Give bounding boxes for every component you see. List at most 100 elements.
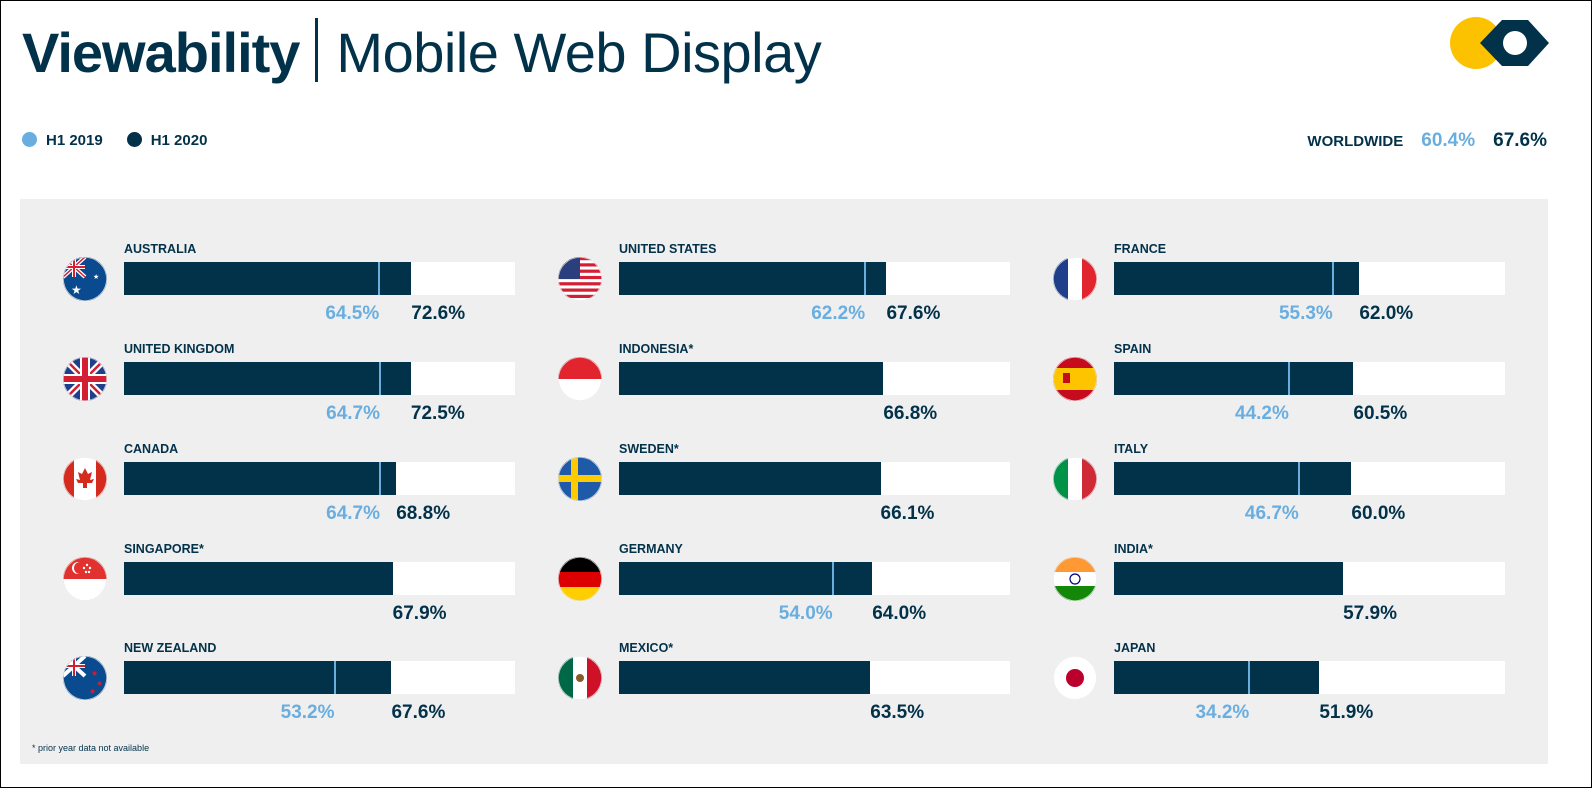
bar-track <box>619 661 1010 694</box>
marker-h1-2019 <box>379 362 381 395</box>
country-name: ITALY <box>1114 442 1149 456</box>
value-h1-2019: 53.2% <box>280 702 335 723</box>
bar-track <box>124 362 515 395</box>
bar-h1-2020 <box>1114 562 1344 595</box>
value-h1-2019: 62.2% <box>811 303 866 324</box>
legend: H1 2019 H1 2020 <box>22 132 207 149</box>
bar-h1-2020 <box>1114 262 1360 295</box>
value-h1-2020: 72.6% <box>411 303 466 324</box>
bar-track <box>1114 362 1505 395</box>
bar-h1-2020 <box>124 661 392 694</box>
country-name: UNITED STATES <box>619 242 717 256</box>
bar-track <box>124 262 515 295</box>
country-name: SINGAPORE* <box>124 542 204 556</box>
legend-label: H1 2020 <box>150 132 208 149</box>
bar-h1-2020 <box>619 562 873 595</box>
worldwide-summary: WORLDWIDE 60.4% 67.6% <box>1307 130 1547 152</box>
country-name: NEW ZEALAND <box>124 641 217 655</box>
value-h1-2020: 66.1% <box>880 503 935 524</box>
value-h1-2020: 51.9% <box>1319 702 1374 723</box>
country-name: INDONESIA* <box>619 342 694 356</box>
flag-jp-icon <box>1053 656 1097 700</box>
bar-h1-2020 <box>124 262 412 295</box>
country-name: GERMANY <box>619 542 683 556</box>
value-h1-2020: 57.9% <box>1343 603 1397 624</box>
country-name: INDIA* <box>1114 542 1153 556</box>
bar-h1-2020 <box>1114 462 1352 495</box>
bar-track <box>1114 262 1505 295</box>
worldwide-2020-value: 67.6% <box>1493 130 1547 151</box>
bar-track <box>1114 562 1505 595</box>
svg-text:★: ★ <box>93 273 99 281</box>
bar-h1-2020 <box>124 462 397 495</box>
country-name: AUSTRALIA <box>124 242 197 256</box>
title-bold: Viewability <box>22 21 300 84</box>
flag-ca-icon <box>63 457 107 501</box>
flag-de-icon <box>558 557 602 601</box>
marker-h1-2019 <box>864 262 867 295</box>
marker-h1-2019 <box>378 262 381 295</box>
value-h1-2020: 67.6% <box>391 702 446 723</box>
country-name: MEXICO* <box>619 641 674 655</box>
marker-h1-2019 <box>333 661 336 694</box>
legend-label: H1 2019 <box>46 132 103 149</box>
bar-h1-2020 <box>1114 362 1354 395</box>
svg-text:★: ★ <box>89 687 96 696</box>
value-h1-2020: 68.8% <box>396 503 451 524</box>
country-name: CANADA <box>124 442 179 456</box>
svg-text:★: ★ <box>91 669 98 678</box>
marker-h1-2019 <box>379 462 381 495</box>
marker-h1-2019 <box>831 562 834 595</box>
country-name: FRANCE <box>1114 242 1167 256</box>
flag-mx-icon <box>558 656 602 700</box>
value-h1-2019: 44.2% <box>1235 403 1289 424</box>
flag-au-icon: ★★ <box>63 257 107 301</box>
value-h1-2019: 55.3% <box>1278 303 1333 324</box>
flag-it-icon <box>1053 457 1097 501</box>
bar-track <box>124 562 515 595</box>
flag-id-icon <box>558 357 602 401</box>
bar-h1-2020 <box>619 661 871 694</box>
value-h1-2020: 60.0% <box>1351 503 1406 524</box>
flag-in-icon <box>1053 557 1097 601</box>
worldwide-label: WORLDWIDE <box>1307 133 1404 150</box>
flag-us-icon <box>558 257 602 301</box>
bar-h1-2020 <box>619 262 887 295</box>
bar-h1-2020 <box>124 362 411 395</box>
legend-item-2020: H1 2020 <box>126 132 208 149</box>
legend-dot-icon <box>22 132 37 147</box>
title-subtitle: Mobile Web Display <box>336 21 822 84</box>
title-divider <box>315 18 319 82</box>
country-name: UNITED KINGDOM <box>124 342 235 356</box>
value-h1-2020: 60.5% <box>1353 403 1408 424</box>
bar-track <box>619 462 1010 495</box>
value-h1-2020: 63.5% <box>870 702 925 723</box>
flag-gb-icon <box>63 357 107 401</box>
bar-track <box>1114 661 1505 694</box>
country-name: SPAIN <box>1114 342 1152 356</box>
value-h1-2020: 64.0% <box>872 603 927 624</box>
flag-fr-icon <box>1053 257 1097 301</box>
brand-logo-icon <box>1450 17 1549 69</box>
legend-item-2019: H1 2019 <box>22 132 103 149</box>
value-h1-2019: 46.7% <box>1244 503 1299 524</box>
worldwide-2019-value: 60.4% <box>1421 130 1476 151</box>
bar-track <box>619 362 1010 395</box>
bar-h1-2020 <box>1114 661 1320 694</box>
value-h1-2020: 67.6% <box>886 303 941 324</box>
flag-es-icon <box>1053 357 1097 401</box>
bar-track <box>124 661 515 694</box>
country-name: JAPAN <box>1114 641 1156 655</box>
svg-text:★: ★ <box>71 283 82 297</box>
value-h1-2020: 62.0% <box>1359 303 1414 324</box>
legend-dot-icon <box>126 132 142 147</box>
value-h1-2019: 64.5% <box>325 303 380 324</box>
marker-h1-2019 <box>1331 262 1334 295</box>
bar-h1-2020 <box>619 462 881 495</box>
value-h1-2020: 67.9% <box>392 603 447 624</box>
bar-track <box>124 462 515 495</box>
flag-se-icon <box>558 457 602 501</box>
value-h1-2020: 72.5% <box>410 403 465 424</box>
bar-h1-2020 <box>124 562 393 595</box>
marker-h1-2019 <box>1287 362 1290 395</box>
